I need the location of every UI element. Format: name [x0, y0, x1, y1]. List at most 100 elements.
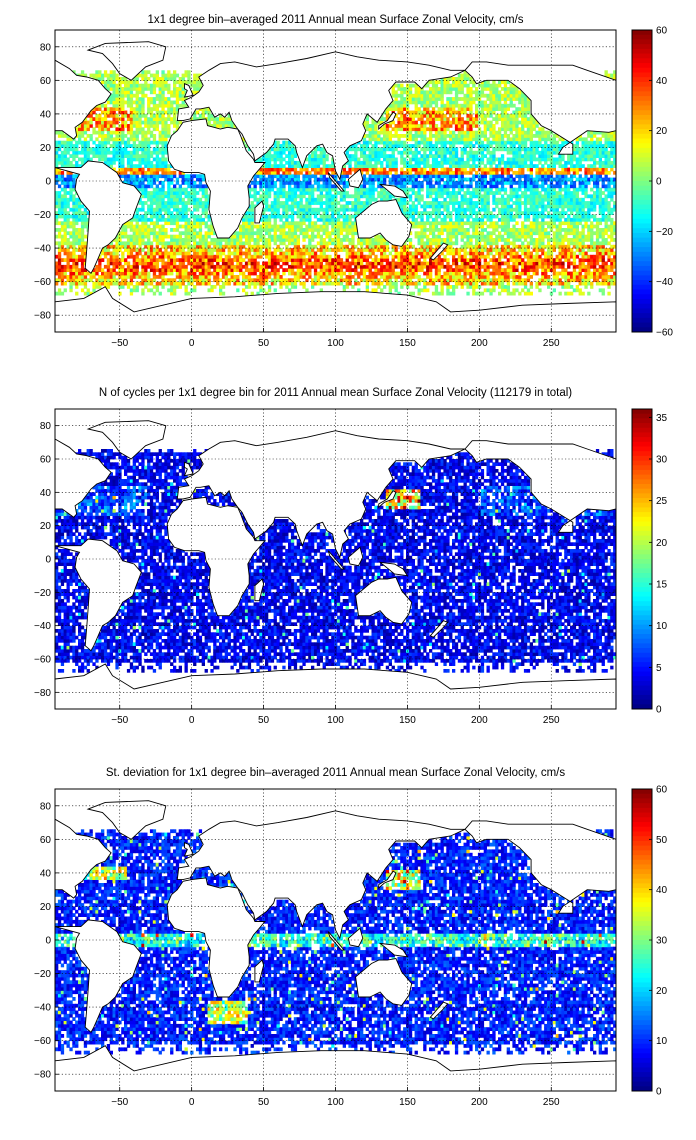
- heatmap-cell: [144, 241, 148, 246]
- heatmap-cell: [325, 181, 329, 185]
- heatmap-cell: [129, 248, 134, 252]
- heatmap-cell: [406, 281, 410, 286]
- heatmap-cell: [495, 241, 499, 246]
- heatmap-cell: [302, 234, 306, 239]
- heatmap-cell: [532, 261, 536, 266]
- heatmap-cell: [132, 238, 136, 242]
- heatmap-cell: [201, 194, 205, 199]
- heatmap-cell: [60, 207, 65, 212]
- heatmap-cell: [129, 291, 134, 296]
- heatmap-cell: [472, 275, 476, 279]
- heatmap-cell: [285, 170, 289, 175]
- heatmap-cell: [564, 204, 568, 209]
- heatmap-cell: [184, 238, 188, 242]
- heatmap-cell: [587, 271, 591, 276]
- heatmap-cell: [118, 281, 122, 286]
- heatmap-cell: [598, 201, 602, 205]
- heatmap-cell: [244, 251, 249, 256]
- heatmap-cell: [190, 244, 194, 249]
- heatmap-cell: [601, 251, 605, 256]
- heatmap-cell: [288, 268, 292, 272]
- heatmap-cell: [175, 201, 180, 205]
- heatmap-cell: [178, 194, 182, 199]
- heatmap-cell: [319, 214, 323, 219]
- heatmap-cell: [175, 241, 180, 246]
- heatmap-cell: [322, 238, 326, 242]
- heatmap-cell: [69, 275, 73, 279]
- heatmap-cell: [345, 258, 349, 262]
- heatmap-cell: [83, 217, 88, 222]
- heatmap-cell: [506, 211, 510, 215]
- heatmap-cell: [149, 248, 154, 252]
- heatmap-cell: [357, 204, 361, 209]
- heatmap-cell: [391, 261, 395, 266]
- heatmap-cell: [144, 261, 148, 266]
- heatmap-cell: [101, 258, 105, 262]
- heatmap-cell: [590, 214, 594, 219]
- heatmap-cell: [72, 204, 76, 209]
- heatmap-cell: [443, 191, 447, 195]
- heatmap-cell: [313, 278, 318, 283]
- heatmap-cell: [457, 204, 462, 209]
- heatmap-cell: [515, 207, 519, 212]
- heatmap-cell: [414, 207, 418, 212]
- heatmap-cell: [219, 254, 223, 259]
- heatmap-cell: [541, 268, 545, 272]
- heatmap-cell: [155, 248, 159, 252]
- heatmap-cell: [593, 268, 597, 272]
- heatmap-cell: [515, 170, 519, 175]
- heatmap-cell: [417, 231, 421, 236]
- heatmap-cell: [181, 204, 185, 209]
- heatmap-cell: [290, 278, 295, 283]
- heatmap-cell: [80, 275, 85, 279]
- heatmap-cell: [408, 211, 413, 215]
- heatmap-cell: [184, 217, 188, 222]
- heatmap-cell: [408, 275, 413, 279]
- heatmap-cell: [164, 234, 168, 239]
- heatmap-cell: [391, 167, 395, 172]
- heatmap-cell: [161, 191, 165, 195]
- heatmap-cell: [152, 264, 157, 269]
- heatmap-cell: [60, 264, 65, 269]
- heatmap-cell: [265, 201, 269, 205]
- heatmap-cell: [60, 241, 65, 246]
- heatmap-cell: [144, 194, 148, 199]
- heatmap-cell: [420, 174, 424, 179]
- heatmap-cell: [290, 238, 295, 242]
- heatmap-cell: [69, 258, 73, 262]
- heatmap-cell: [380, 191, 384, 195]
- heatmap-cell: [469, 207, 473, 212]
- heatmap-cell: [457, 251, 462, 256]
- heatmap-cell: [239, 254, 243, 259]
- heatmap-cell: [607, 184, 611, 189]
- heatmap-cell: [429, 241, 433, 246]
- heatmap-cell: [408, 251, 413, 256]
- heatmap-cell: [135, 211, 139, 215]
- heatmap-cell: [239, 281, 243, 286]
- heatmap-cell: [391, 271, 395, 276]
- heatmap-cell: [101, 268, 105, 272]
- heatmap-cell: [472, 201, 476, 205]
- heatmap-cell: [503, 204, 508, 209]
- heatmap-cell: [449, 214, 453, 219]
- heatmap-cell: [601, 214, 605, 219]
- heatmap-cell: [357, 191, 361, 195]
- heatmap-cell: [80, 214, 85, 219]
- heatmap-cell: [170, 217, 174, 222]
- heatmap-cell: [406, 187, 410, 192]
- heatmap-cell: [72, 234, 76, 239]
- heatmap-cell: [593, 177, 597, 182]
- heatmap-cell: [267, 264, 272, 269]
- heatmap-cell: [380, 194, 384, 199]
- heatmap-cell: [512, 275, 516, 279]
- heatmap-cell: [121, 174, 125, 179]
- heatmap-cell: [78, 248, 82, 252]
- heatmap-cell: [216, 278, 220, 283]
- heatmap-cell: [521, 184, 525, 189]
- heatmap-cell: [544, 197, 548, 202]
- heatmap-cell: [601, 268, 605, 272]
- heatmap-cell: [515, 231, 519, 236]
- heatmap-cell: [173, 291, 177, 296]
- heatmap-cell: [267, 204, 272, 209]
- heatmap-cell: [604, 278, 608, 283]
